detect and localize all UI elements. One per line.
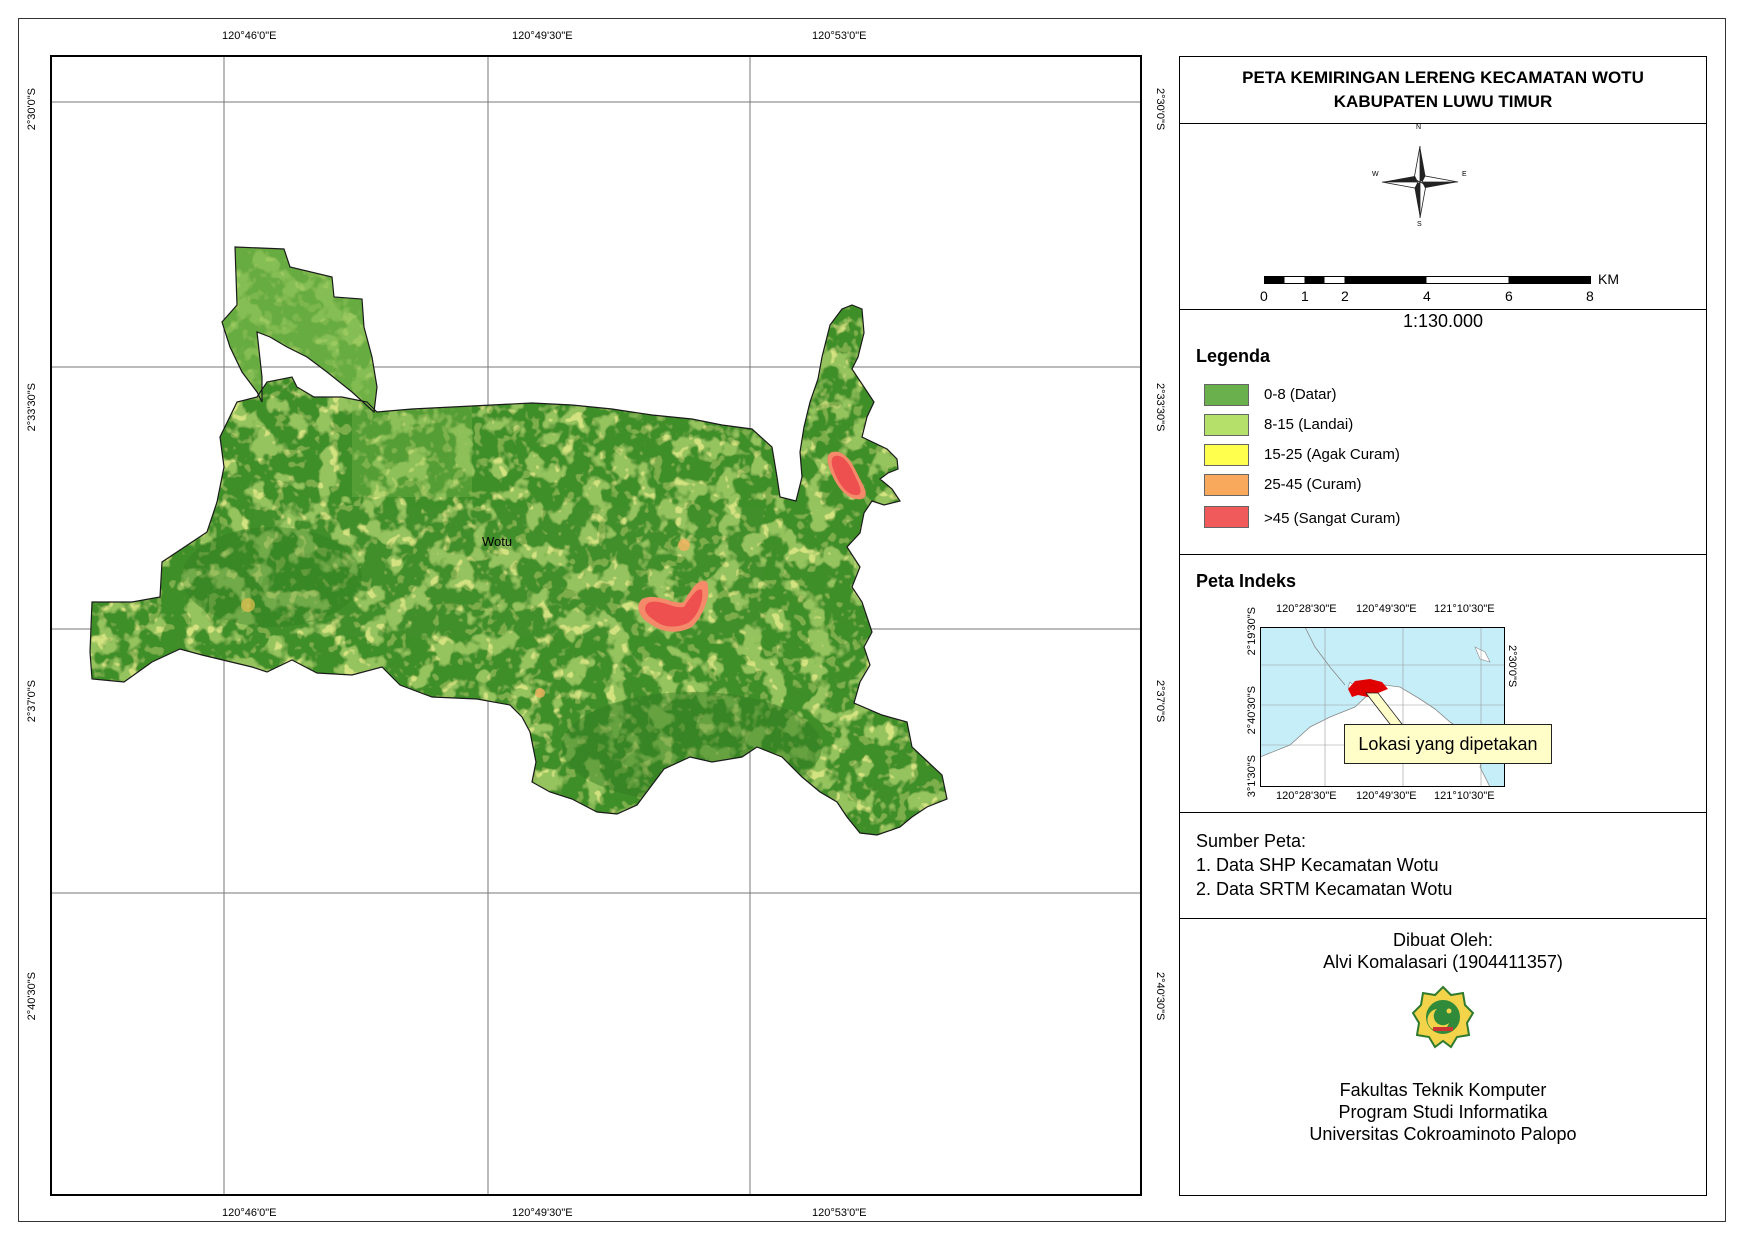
map-info-panel: PETA KEMIRINGAN LERENG KECAMATAN WOTU KA… [1179,56,1707,1196]
legend-section: Legenda 0-8 (Datar) 8-15 (Landai) 15-25 … [1180,310,1706,555]
legend-label: 8-15 (Landai) [1264,416,1354,433]
bottom-lon-label: 120°53'0"E [812,1207,867,1219]
north-arrow-icon [1381,145,1459,219]
slope-spot [241,598,255,612]
index-left-label: 2°40'30"S [1246,686,1258,735]
legend-swatch-curam [1204,474,1249,496]
legend-swatch-landai [1204,414,1249,436]
slope-spot [535,688,545,698]
index-map-section: Peta Indeks 120°28'30"E 120°49'30"E 121°… [1180,555,1706,813]
scale-tick: 6 [1505,288,1513,304]
left-lat-label: 2°30'0"S [26,88,38,131]
right-lat-label: 2°30'0"S [1154,88,1166,131]
left-lat-label: 2°40'30"S [26,972,38,1021]
mapped-location-marker[interactable] [1348,679,1388,697]
south-label: S [1417,221,1422,228]
map-title-line1: PETA KEMIRINGAN LERENG KECAMATAN WOTU [1242,68,1644,87]
title-section: PETA KEMIRINGAN LERENG KECAMATAN WOTU KA… [1180,57,1706,124]
scale-section: N S W E KM 0 1 2 4 6 8 1:130.000 [1180,124,1706,331]
right-lat-label: 2°40'30"S [1154,972,1166,1021]
top-lon-label: 120°46'0"E [222,30,277,42]
scale-unit: KM [1598,271,1619,287]
steep-slope-zone[interactable] [827,451,866,500]
legend-label: 15-25 (Agak Curam) [1264,446,1400,463]
index-bottom-label: 120°49'30"E [1356,790,1417,802]
bottom-lon-label: 120°49'30"E [512,1207,573,1219]
legend-swatch-agak-curam [1204,444,1249,466]
location-callout: Lokasi yang dipetakan [1344,724,1552,764]
faculty-label: Fakultas Teknik Komputer [1339,1080,1547,1100]
map-title-line2: KABUPATEN LUWU TIMUR [1333,92,1553,111]
university-label: Universitas Cokroaminoto Palopo [1309,1124,1577,1144]
top-lon-label: 120°53'0"E [812,30,867,42]
index-map-title: Peta Indeks [1196,571,1297,591]
right-lat-label: 2°37'0"S [1154,680,1166,723]
scale-tick: 4 [1423,288,1431,304]
map-frame[interactable]: Wotu [50,55,1142,1196]
legend-label: 0-8 (Datar) [1264,386,1337,403]
index-left-label: 3°1'30"S [1246,755,1258,798]
slope-map-canvas[interactable] [52,57,1140,1194]
index-bottom-label: 121°10'30"E [1434,790,1495,802]
legend-label: >45 (Sangat Curam) [1264,510,1401,527]
steep-slope-zone[interactable] [638,580,709,632]
west-label: W [1372,171,1379,178]
source-title: Sumber Peta: [1196,831,1307,851]
top-lon-label: 120°49'30"E [512,30,573,42]
scale-tick: 2 [1341,288,1349,304]
slope-spot [678,539,690,551]
index-bottom-label: 120°28'30"E [1276,790,1337,802]
left-lat-label: 2°33'30"S [26,383,38,432]
bottom-lon-label: 120°46'0"E [222,1207,277,1219]
author-section: Dibuat Oleh: Alvi Komalasari (1904411357… [1180,919,1706,1197]
author-name: Alvi Komalasari (1904411357) [1323,952,1563,972]
legend-label: 25-45 (Curam) [1264,476,1362,493]
legend-swatch-sangat-curam [1204,506,1249,528]
place-label-wotu: Wotu [482,534,513,549]
wotu-district-area[interactable] [52,57,1140,1194]
scale-tick: 8 [1586,288,1594,304]
right-lat-label: 2°33'30"S [1154,383,1166,432]
made-by-label: Dibuat Oleh: [1392,930,1494,950]
program-label: Program Studi Informatika [1338,1102,1548,1122]
scale-tick: 1 [1301,288,1309,304]
index-right-label: 2°30'0"S [1506,645,1518,688]
legend-title: Legenda [1196,346,1271,366]
outer-frame [18,18,1726,1222]
source-item: 2. Data SRTM Kecamatan Wotu [1196,879,1453,899]
east-label: E [1462,171,1467,178]
index-top-label: 120°49'30"E [1356,603,1417,615]
north-label: N [1416,124,1422,131]
scale-bar [1264,276,1591,284]
index-top-label: 120°28'30"E [1276,603,1337,615]
index-top-label: 121°10'30"E [1434,603,1495,615]
source-item: 1. Data SHP Kecamatan Wotu [1196,855,1439,875]
left-lat-label: 2°37'0"S [26,680,38,723]
scale-ratio: 1:130.000 [1402,311,1484,331]
index-left-label: 2°19'30"S [1246,607,1258,656]
scale-tick: 0 [1260,288,1268,304]
university-logo-icon [1411,985,1475,1049]
legend-swatch-datar [1204,384,1249,406]
source-section: Sumber Peta: 1. Data SHP Kecamatan Wotu … [1180,813,1706,919]
